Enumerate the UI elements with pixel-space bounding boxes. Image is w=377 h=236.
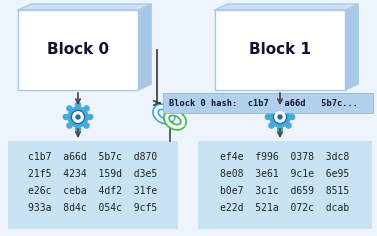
Circle shape bbox=[73, 112, 83, 122]
Circle shape bbox=[63, 114, 68, 119]
Circle shape bbox=[76, 115, 80, 119]
Polygon shape bbox=[18, 4, 151, 10]
Text: Block 0: Block 0 bbox=[47, 42, 109, 58]
Circle shape bbox=[75, 127, 81, 132]
Circle shape bbox=[277, 127, 282, 132]
Text: Block 1: Block 1 bbox=[249, 42, 311, 58]
Circle shape bbox=[84, 123, 89, 128]
Circle shape bbox=[271, 108, 289, 126]
Text: b0e7  3c1c  d659  8515: b0e7 3c1c d659 8515 bbox=[221, 186, 349, 196]
Text: 933a  8d4c  054c  9cf5: 933a 8d4c 054c 9cf5 bbox=[28, 203, 158, 213]
Circle shape bbox=[67, 106, 72, 111]
Circle shape bbox=[269, 123, 274, 128]
Text: e22d  521a  072c  dcab: e22d 521a 072c dcab bbox=[221, 203, 349, 213]
Circle shape bbox=[290, 114, 295, 119]
Circle shape bbox=[275, 112, 285, 122]
FancyBboxPatch shape bbox=[8, 141, 178, 229]
Circle shape bbox=[67, 123, 72, 128]
FancyBboxPatch shape bbox=[215, 10, 345, 90]
Circle shape bbox=[75, 102, 81, 107]
Polygon shape bbox=[345, 4, 358, 90]
Text: c1b7  a66d  5b7c  d870: c1b7 a66d 5b7c d870 bbox=[28, 152, 158, 162]
FancyBboxPatch shape bbox=[163, 93, 373, 113]
Text: ef4e  f996  0378  3dc8: ef4e f996 0378 3dc8 bbox=[221, 152, 349, 162]
Text: Block 0 hash:  c1b7   a66d   5b7c...: Block 0 hash: c1b7 a66d 5b7c... bbox=[169, 98, 358, 108]
Text: e26c  ceba  4df2  31fe: e26c ceba 4df2 31fe bbox=[28, 186, 158, 196]
Circle shape bbox=[69, 108, 87, 126]
Circle shape bbox=[278, 115, 282, 119]
Circle shape bbox=[265, 114, 270, 119]
FancyBboxPatch shape bbox=[18, 10, 138, 90]
Circle shape bbox=[84, 106, 89, 111]
Circle shape bbox=[286, 123, 291, 128]
FancyBboxPatch shape bbox=[198, 141, 372, 229]
Polygon shape bbox=[138, 4, 151, 90]
Text: 8e08  3e61  9c1e  6e95: 8e08 3e61 9c1e 6e95 bbox=[221, 169, 349, 179]
Circle shape bbox=[277, 102, 282, 107]
Text: 21f5  4234  159d  d3e5: 21f5 4234 159d d3e5 bbox=[28, 169, 158, 179]
Circle shape bbox=[87, 114, 93, 119]
Circle shape bbox=[269, 106, 274, 111]
Polygon shape bbox=[215, 4, 358, 10]
Circle shape bbox=[286, 106, 291, 111]
